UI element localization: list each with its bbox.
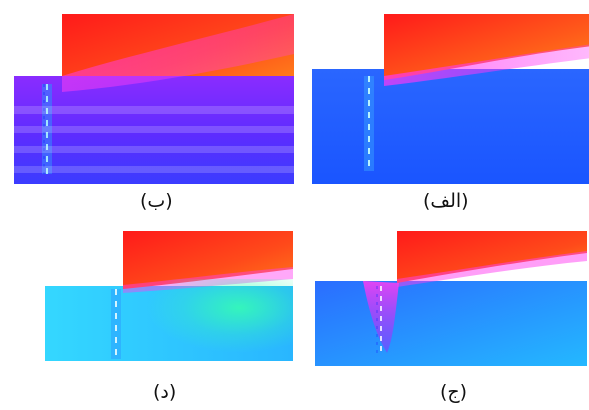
- lower-flow-region: [14, 76, 294, 184]
- upper-flow-region: [123, 231, 293, 289]
- contour-panel-d: [45, 231, 293, 361]
- vertical-dashed-column: [42, 84, 52, 174]
- upper-flow-region: [384, 14, 589, 80]
- caption-j: (ج): [440, 381, 468, 403]
- vertical-dashed-column: [364, 76, 374, 171]
- contour-plot-alef: [312, 14, 589, 184]
- caption-d: (د): [153, 381, 177, 403]
- green-plume: [125, 279, 293, 361]
- interface-band: [397, 251, 587, 287]
- contour-plot-j: [315, 231, 587, 366]
- contour-plot-d: [45, 231, 293, 361]
- caption-alef: (الف): [423, 190, 469, 212]
- vertical-dashed-column: [376, 286, 382, 356]
- interface-band: [62, 14, 294, 92]
- lower-flow-region: [315, 281, 587, 366]
- lower-flow-region: [312, 69, 589, 184]
- vertical-dashed-column: [111, 289, 121, 359]
- caption-b: (ب): [140, 190, 173, 212]
- interface-band: [384, 44, 589, 86]
- contour-panel-alef: [312, 14, 589, 184]
- contour-plot-b: [14, 14, 294, 184]
- contour-panel-j: [315, 231, 587, 366]
- horizontal-banding: [14, 106, 294, 173]
- contour-panel-b: [14, 14, 294, 184]
- upper-flow-region: [397, 231, 587, 283]
